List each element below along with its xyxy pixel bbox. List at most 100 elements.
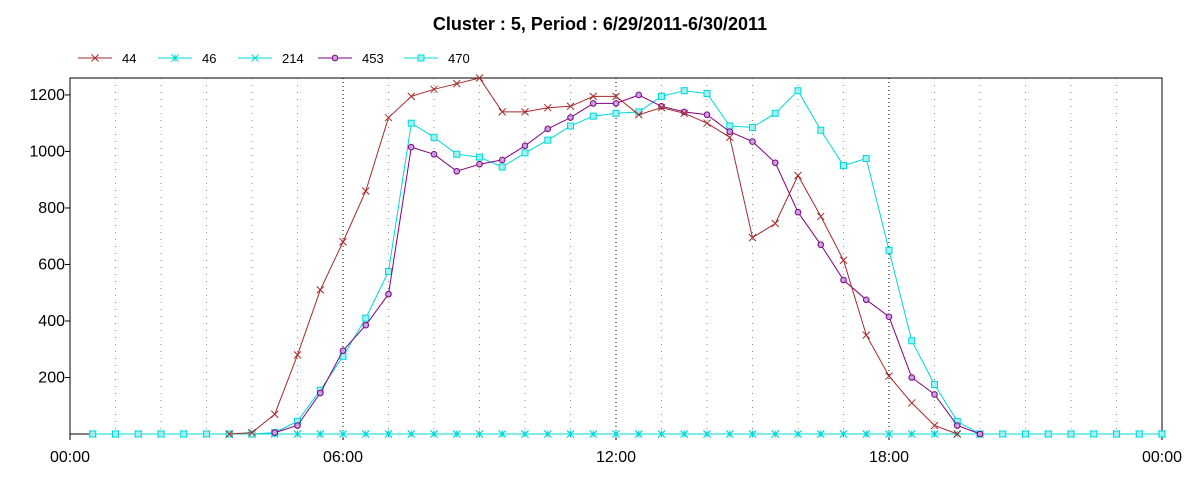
- data-point: [589, 92, 598, 101]
- series-470: [89, 87, 1166, 438]
- data-point: [816, 212, 825, 221]
- legend-label: 453: [362, 51, 384, 66]
- data-point: [251, 54, 259, 62]
- data-point: [521, 430, 529, 438]
- data-point: [953, 422, 961, 429]
- data-point: [1022, 430, 1029, 438]
- data-point: [89, 430, 97, 438]
- data-point: [771, 159, 779, 167]
- data-point: [749, 138, 756, 145]
- data-point: [271, 429, 279, 436]
- data-point: [794, 171, 802, 180]
- data-point: [817, 241, 825, 248]
- data-point: [339, 347, 347, 354]
- data-point: [407, 430, 416, 438]
- series-layer: [88, 74, 1166, 438]
- y-tick-label: 800: [38, 200, 65, 217]
- legend: 44 46 214 453 470: [78, 51, 470, 66]
- data-point: [362, 314, 370, 322]
- data-point: [862, 155, 870, 163]
- data-point: [839, 430, 848, 438]
- data-point: [171, 54, 179, 62]
- data-point: [885, 246, 893, 254]
- data-point: [839, 256, 848, 265]
- data-point: [930, 430, 939, 438]
- data-point: [453, 167, 461, 175]
- y-tick-label: 200: [38, 369, 65, 386]
- legend-item-470: 470: [404, 51, 470, 66]
- data-point: [293, 430, 302, 438]
- data-point: [680, 87, 688, 95]
- data-point: [612, 430, 620, 438]
- data-point: [407, 143, 415, 151]
- data-point: [225, 430, 234, 438]
- data-point: [703, 430, 711, 438]
- data-point: [794, 208, 802, 216]
- y-tick-label: 1000: [29, 143, 65, 160]
- data-point: [771, 109, 779, 117]
- data-point: [339, 430, 347, 438]
- data-point: [91, 54, 99, 62]
- data-point: [339, 238, 347, 246]
- data-point: [1044, 430, 1052, 438]
- legend-label: 44: [122, 51, 136, 66]
- data-point: [908, 337, 916, 345]
- data-point: [498, 430, 507, 438]
- data-point: [293, 351, 302, 359]
- series-453: [271, 91, 984, 438]
- data-point: [680, 430, 689, 438]
- data-point: [476, 160, 483, 168]
- data-point: [270, 410, 279, 419]
- data-point: [634, 430, 643, 438]
- data-point: [316, 389, 324, 397]
- data-point: [748, 233, 757, 242]
- data-point: [931, 381, 938, 389]
- data-point: [498, 163, 506, 171]
- data-point: [1067, 430, 1075, 438]
- series-line: [229, 77, 958, 435]
- legend-item-214: 214: [238, 51, 304, 66]
- data-point: [157, 430, 165, 438]
- data-point: [953, 430, 962, 438]
- legend-item-453: 453: [318, 51, 384, 66]
- data-point: [589, 100, 597, 107]
- data-point: [725, 133, 734, 142]
- data-point: [453, 150, 461, 158]
- legend-label: 470: [448, 51, 470, 66]
- data-point: [407, 92, 416, 101]
- plot-area: [69, 77, 1163, 435]
- data-point: [862, 331, 871, 339]
- data-point: [316, 430, 325, 438]
- data-point: [840, 276, 847, 284]
- legend-label: 46: [202, 51, 216, 66]
- x-tick-label: 12:00: [596, 449, 636, 466]
- data-point: [612, 100, 620, 107]
- data-point: [703, 119, 711, 128]
- data-point: [566, 102, 575, 111]
- data-point: [134, 430, 142, 438]
- data-point: [658, 92, 665, 100]
- data-point: [862, 430, 871, 438]
- data-point: [589, 430, 598, 438]
- data-point: [703, 111, 711, 119]
- y-tick-label: 400: [38, 313, 65, 330]
- chart-title: Cluster : 5, Period : 6/29/2011-6/30/201…: [433, 14, 767, 34]
- y-tick-label: 1200: [29, 87, 65, 104]
- data-point: [361, 187, 370, 195]
- data-point: [385, 290, 392, 298]
- data-point: [726, 128, 734, 135]
- data-point: [475, 74, 484, 82]
- data-point: [567, 122, 574, 130]
- data-point: [612, 92, 620, 101]
- data-point: [703, 90, 711, 98]
- data-point: [430, 133, 438, 141]
- data-point: [907, 399, 916, 407]
- data-point: [885, 372, 893, 380]
- data-point: [749, 123, 756, 131]
- data-point: [180, 430, 188, 438]
- legend-item-44: 44: [78, 51, 136, 66]
- data-point: [657, 430, 666, 438]
- data-point: [794, 430, 802, 438]
- data-point: [385, 268, 392, 276]
- data-point: [930, 421, 939, 430]
